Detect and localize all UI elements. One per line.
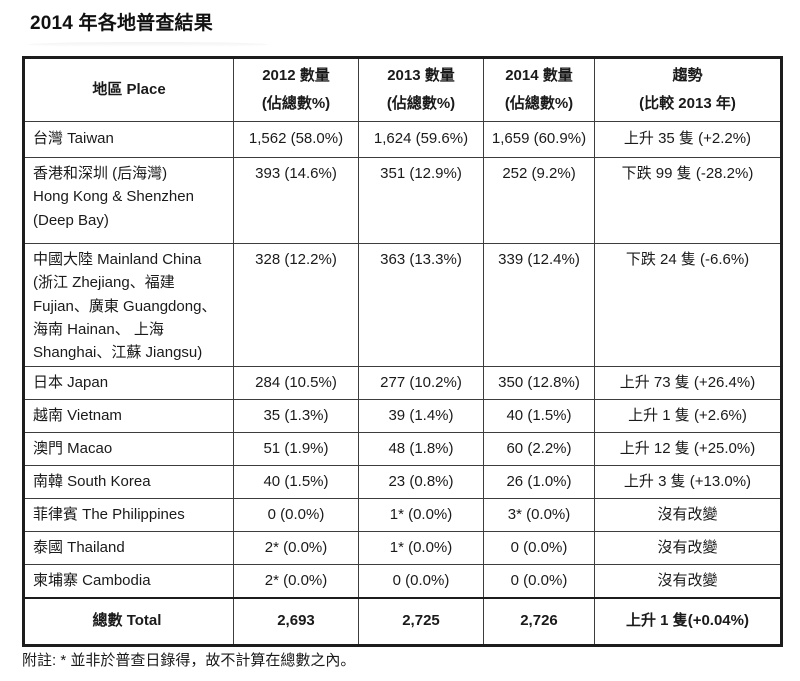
count-2013-cell: 351 (12.9%): [358, 157, 484, 244]
count-2013-cell: 23 (0.8%): [358, 465, 484, 500]
place-cell: 澳門 Macao: [23, 432, 234, 467]
table-row-hongkong-shenzhen: 香港和深圳 (后海灣) Hong Kong & Shenzhen (Deep B…: [23, 157, 782, 244]
trend-cell: 下跌 24 隻 (-6.6%): [594, 242, 782, 368]
col-header-place: 地區 Place: [23, 57, 234, 122]
count-2012-cell: 35 (1.3%): [233, 399, 359, 434]
place-cell: 越南 Vietnam: [23, 399, 234, 434]
count-2013-cell: 39 (1.4%): [358, 399, 484, 434]
place-cell: 日本 Japan: [23, 366, 234, 401]
table-row-macao: 澳門 Macao 51 (1.9%) 48 (1.8%) 60 (2.2%) 上…: [23, 432, 782, 467]
total-label-cell: 總數 Total: [23, 596, 234, 647]
count-2013-cell: 1,624 (59.6%): [358, 121, 484, 158]
count-2012-cell: 2* (0.0%): [233, 531, 359, 566]
table-row-thailand: 泰國 Thailand 2* (0.0%) 1* (0.0%) 0 (0.0%)…: [23, 531, 782, 566]
trend-cell: 上升 3 隻 (+13.0%): [594, 465, 782, 500]
count-2013-cell: 1* (0.0%): [358, 531, 484, 566]
table-row-cambodia: 柬埔寨 Cambodia 2* (0.0%) 0 (0.0%) 0 (0.0%)…: [23, 564, 782, 599]
trend-cell: 沒有改變: [594, 498, 782, 533]
count-2014-cell: 26 (1.0%): [483, 465, 595, 500]
trend-cell: 上升 73 隻 (+26.4%): [594, 366, 782, 401]
count-2014-cell: 0 (0.0%): [483, 531, 595, 566]
place-cell: 中國大陸 Mainland China (浙江 Zhejiang、福建 Fuji…: [23, 242, 234, 368]
trend-cell: 下跌 99 隻 (-28.2%): [594, 157, 782, 244]
count-2014-cell: 40 (1.5%): [483, 399, 595, 434]
place-cell: 台灣 Taiwan: [23, 121, 234, 158]
count-2014-cell: 252 (9.2%): [483, 157, 595, 244]
total-2012-cell: 2,693: [233, 596, 359, 647]
scan-artifact: [28, 42, 268, 47]
total-2014-cell: 2,726: [483, 596, 595, 647]
trend-cell: 沒有改變: [594, 531, 782, 566]
census-results-table: 地區 Place 2012 數量 (佔總數%) 2013 數量 (佔總數%) 2…: [22, 56, 783, 648]
count-2014-cell: 0 (0.0%): [483, 564, 595, 599]
place-cell: 香港和深圳 (后海灣) Hong Kong & Shenzhen (Deep B…: [23, 157, 234, 244]
count-2014-cell: 60 (2.2%): [483, 432, 595, 467]
count-2013-cell: 48 (1.8%): [358, 432, 484, 467]
count-2013-cell: 0 (0.0%): [358, 564, 484, 599]
count-2014-cell: 339 (12.4%): [483, 242, 595, 368]
count-2012-cell: 284 (10.5%): [233, 366, 359, 401]
col-header-2013: 2013 數量 (佔總數%): [358, 57, 484, 122]
total-2013-cell: 2,725: [358, 596, 484, 647]
col-header-2014: 2014 數量 (佔總數%): [483, 57, 595, 122]
count-2013-cell: 277 (10.2%): [358, 366, 484, 401]
col-header-2012: 2012 數量 (佔總數%): [233, 57, 359, 122]
count-2014-cell: 350 (12.8%): [483, 366, 595, 401]
place-cell: 泰國 Thailand: [23, 531, 234, 566]
table-row-south-korea: 南韓 South Korea 40 (1.5%) 23 (0.8%) 26 (1…: [23, 465, 782, 500]
count-2012-cell: 40 (1.5%): [233, 465, 359, 500]
table-row-japan: 日本 Japan 284 (10.5%) 277 (10.2%) 350 (12…: [23, 366, 782, 401]
table-row-mainland-china: 中國大陸 Mainland China (浙江 Zhejiang、福建 Fuji…: [23, 242, 782, 368]
trend-cell: 上升 12 隻 (+25.0%): [594, 432, 782, 467]
count-2012-cell: 393 (14.6%): [233, 157, 359, 244]
footnote: 附註: * 並非於普查日錄得，故不計算在總數之內。: [22, 652, 356, 669]
table-row-taiwan: 台灣 Taiwan 1,562 (58.0%) 1,624 (59.6%) 1,…: [23, 121, 782, 158]
place-cell: 柬埔寨 Cambodia: [23, 564, 234, 599]
place-cell: 南韓 South Korea: [23, 465, 234, 500]
total-trend-cell: 上升 1 隻(+0.04%): [594, 596, 782, 647]
count-2013-cell: 363 (13.3%): [358, 242, 484, 368]
count-2013-cell: 1* (0.0%): [358, 498, 484, 533]
count-2012-cell: 51 (1.9%): [233, 432, 359, 467]
trend-cell: 上升 1 隻 (+2.6%): [594, 399, 782, 434]
count-2014-cell: 3* (0.0%): [483, 498, 595, 533]
page-title: 2014 年各地普查結果: [30, 13, 213, 34]
trend-cell: 上升 35 隻 (+2.2%): [594, 121, 782, 158]
count-2012-cell: 0 (0.0%): [233, 498, 359, 533]
total-row: 總數 Total 2,693 2,725 2,726 上升 1 隻(+0.04%…: [23, 596, 782, 647]
count-2012-cell: 328 (12.2%): [233, 242, 359, 368]
place-cell: 菲律賓 The Philippines: [23, 498, 234, 533]
count-2014-cell: 1,659 (60.9%): [483, 121, 595, 158]
table-row-philippines: 菲律賓 The Philippines 0 (0.0%) 1* (0.0%) 3…: [23, 498, 782, 533]
trend-cell: 沒有改變: [594, 564, 782, 599]
count-2012-cell: 2* (0.0%): [233, 564, 359, 599]
count-2012-cell: 1,562 (58.0%): [233, 121, 359, 158]
table-row-vietnam: 越南 Vietnam 35 (1.3%) 39 (1.4%) 40 (1.5%)…: [23, 399, 782, 434]
col-header-trend: 趨勢 (比較 2013 年): [594, 57, 782, 122]
header-row: 地區 Place 2012 數量 (佔總數%) 2013 數量 (佔總數%) 2…: [23, 57, 782, 122]
